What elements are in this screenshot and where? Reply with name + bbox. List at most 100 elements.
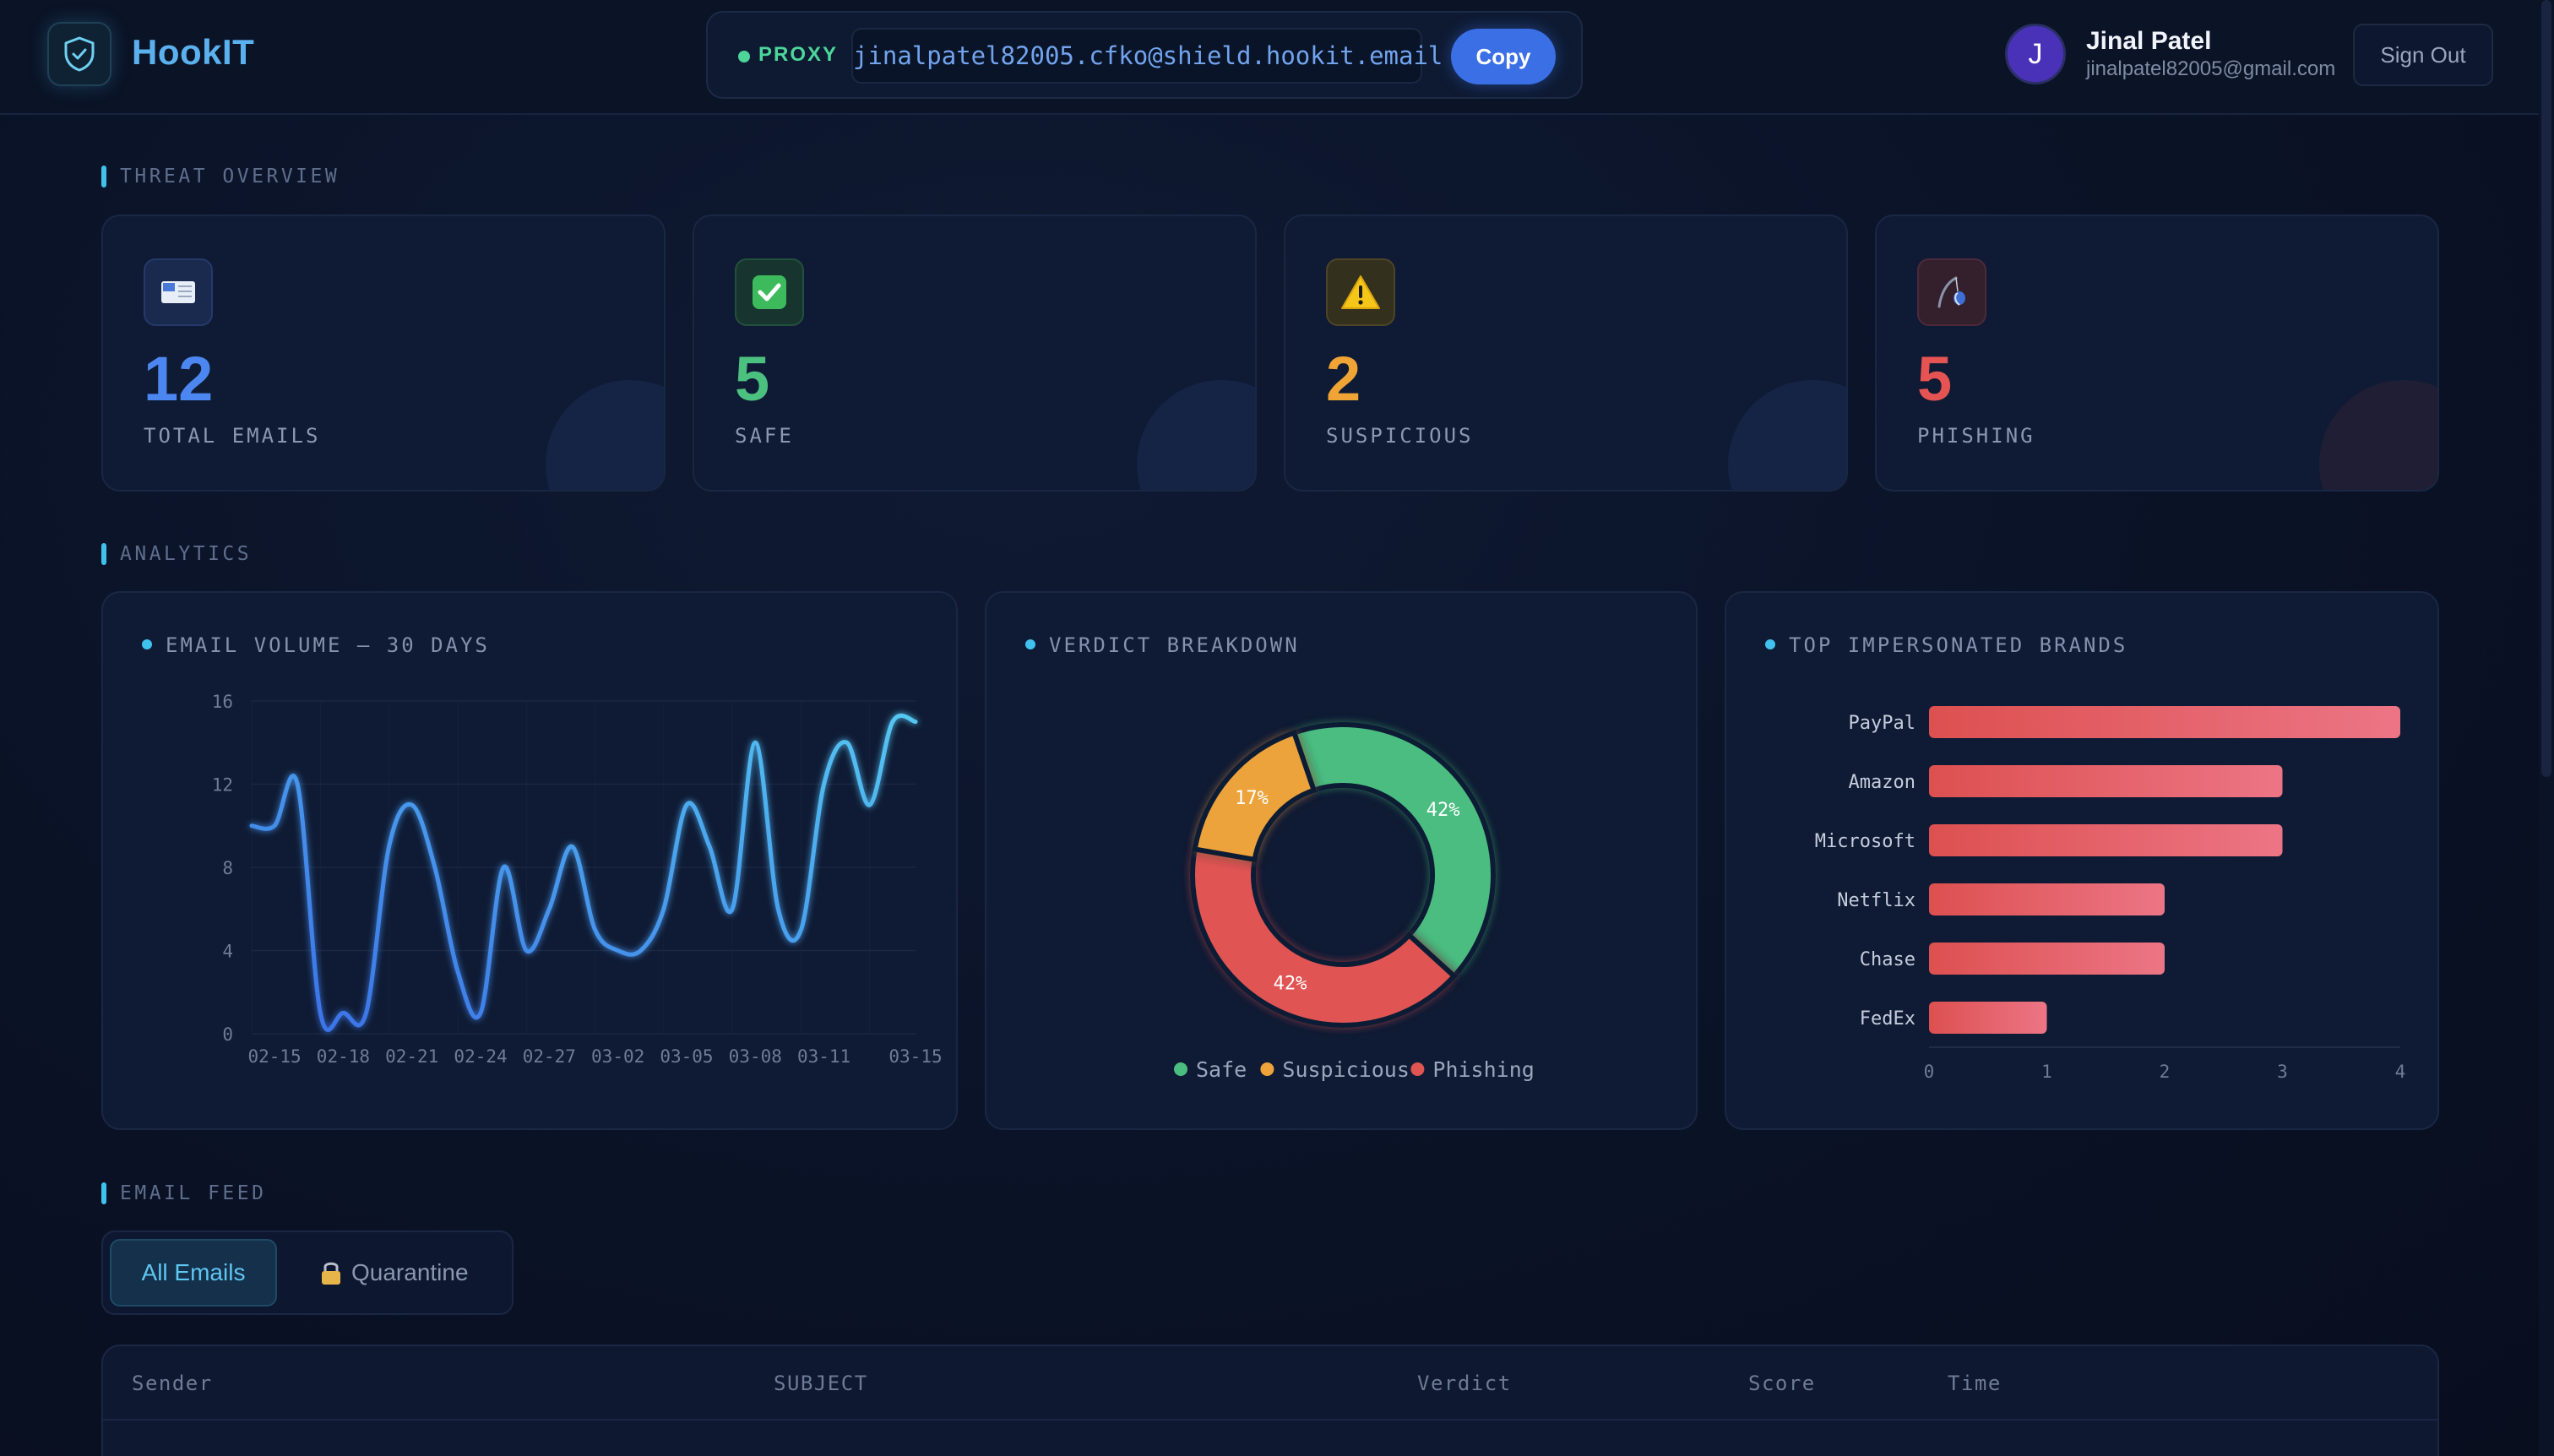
stat-value: 5 [735, 344, 770, 414]
x-tick-label: 03-05 [660, 1046, 713, 1067]
y-tick-label: 4 [222, 942, 233, 962]
y-tick-label: 8 [222, 858, 233, 878]
email-feed-table: Sender SUBJECT Verdict Score Time [101, 1345, 2439, 1456]
bar[interactable] [1929, 706, 2400, 738]
section-email-feed: EMAIL FEED [101, 1182, 266, 1204]
column-sender[interactable]: Sender [132, 1372, 213, 1395]
x-tick-label: 02-18 [317, 1046, 370, 1067]
data-point[interactable] [867, 802, 872, 807]
legend-swatch [1174, 1062, 1187, 1076]
tab-all-emails[interactable]: All Emails [110, 1239, 277, 1307]
x-tick-label: 03-08 [729, 1046, 782, 1067]
data-point[interactable] [913, 720, 918, 725]
legend-swatch [1410, 1062, 1425, 1076]
data-point[interactable] [295, 782, 300, 787]
verdict-donut-chart: 42% 42% 17% Safe Suspicious Phishing [1174, 722, 1535, 1082]
x-tick-label: 02-21 [385, 1046, 438, 1067]
chart-title: EMAIL VOLUME — 30 DAYS [142, 633, 490, 657]
y-tick-label: 12 [212, 775, 233, 796]
sign-out-button[interactable]: Sign Out [2353, 24, 2493, 86]
column-subject[interactable]: SUBJECT [774, 1372, 868, 1395]
email-volume-chart: 0 4 8 12 16 02-15 02-18 02-21 02-24 02-27 03-02 03-… [212, 692, 943, 1067]
data-point[interactable] [455, 969, 460, 974]
stat-label: TOTAL EMAILS [144, 424, 321, 448]
proxy-email-field[interactable]: jinalpatel82005.cfko@shield.hookit.email [851, 28, 1443, 84]
donut-slice[interactable] [1291, 722, 1496, 981]
impersonated-brands-card: TOP IMPERSONATED BRANDS 0 1 2 3 4 PayPal Amazo… [1725, 591, 2439, 1130]
data-point[interactable] [546, 906, 552, 911]
proxy-label: PROXY [758, 43, 839, 66]
x-tick-label: 02-27 [523, 1046, 576, 1067]
data-point[interactable] [478, 1010, 483, 1015]
slice-label: 17% [1235, 788, 1269, 809]
shield-check-icon [64, 36, 95, 72]
data-point[interactable] [822, 782, 827, 787]
scrollbar-thumb[interactable] [2541, 0, 2551, 777]
data-point[interactable] [340, 1010, 345, 1015]
data-point[interactable] [387, 844, 392, 849]
data-point[interactable] [410, 802, 415, 807]
stat-label: SAFE [735, 424, 794, 448]
legend-swatch [1260, 1062, 1274, 1076]
section-threat-overview: THREAT OVERVIEW [101, 166, 340, 187]
data-point[interactable] [616, 948, 621, 953]
legend-label: Suspicious [1282, 1057, 1410, 1082]
data-point[interactable] [432, 865, 437, 870]
data-point[interactable] [364, 1010, 369, 1015]
bar[interactable] [1929, 943, 2165, 975]
data-point[interactable] [845, 740, 850, 745]
data-point[interactable] [569, 844, 574, 849]
data-point[interactable] [524, 948, 529, 953]
column-verdict[interactable]: Verdict [1417, 1372, 1512, 1395]
stat-card-total: 12 TOTAL EMAILS [101, 215, 666, 492]
top-header: HookIT PROXY jinalpatel82005.cfko@shield… [0, 0, 2554, 115]
bar[interactable] [1929, 883, 2165, 915]
bar[interactable] [1929, 765, 2283, 797]
app-name: HookIT [132, 32, 255, 72]
x-tick-label: 02-15 [247, 1046, 301, 1067]
data-point[interactable] [730, 906, 735, 911]
series-line [249, 713, 918, 1032]
bar[interactable] [1929, 824, 2283, 856]
x-tick-label: 3 [2277, 1062, 2288, 1082]
feed-tabs: All Emails Quarantine [101, 1231, 514, 1315]
proxy-status-dot [738, 51, 750, 62]
category-label: Netflix [1837, 890, 1916, 911]
data-point[interactable] [890, 720, 895, 725]
donut-slice[interactable] [1190, 845, 1458, 1028]
data-point[interactable] [661, 906, 666, 911]
warning-icon [1326, 258, 1395, 326]
check-icon [735, 258, 804, 326]
data-point[interactable] [249, 823, 254, 829]
data-point[interactable] [272, 823, 277, 829]
copy-button[interactable]: Copy [1451, 29, 1556, 84]
lock-icon [322, 1262, 340, 1285]
data-point[interactable] [638, 948, 644, 953]
chart-title: VERDICT BREAKDOWN [1025, 633, 1300, 657]
category-label: FedEx [1860, 1008, 1916, 1030]
card-decoration [1728, 380, 1846, 490]
data-point[interactable] [501, 865, 506, 870]
email-volume-card: EMAIL VOLUME — 30 DAYS 0 4 8 12 16 02-15 02-18… [101, 591, 958, 1130]
tab-quarantine-label: Quarantine [351, 1259, 469, 1285]
data-point[interactable] [318, 1010, 323, 1015]
data-point[interactable] [775, 906, 780, 911]
data-point[interactable] [707, 844, 712, 849]
tab-quarantine[interactable]: Quarantine [319, 1239, 469, 1307]
stat-card-phishing: 5 PHISHING [1875, 215, 2439, 492]
avatar[interactable]: J [2005, 24, 2066, 84]
bar[interactable] [1929, 1002, 2047, 1034]
user-email: jinalpatel82005@gmail.com [2086, 57, 2336, 80]
column-time[interactable]: Time [1948, 1372, 2002, 1395]
data-point[interactable] [798, 927, 803, 932]
legend-label: Safe [1196, 1057, 1247, 1082]
chart-title: TOP IMPERSONATED BRANDS [1765, 633, 2127, 657]
stat-value: 12 [144, 344, 214, 414]
data-point[interactable] [593, 927, 598, 932]
proxy-address-bar: PROXY jinalpatel82005.cfko@shield.hookit… [706, 11, 1583, 99]
data-point[interactable] [753, 740, 758, 745]
donut-slice[interactable] [1192, 729, 1318, 863]
column-score[interactable]: Score [1748, 1372, 1816, 1395]
section-analytics: ANALYTICS [101, 543, 252, 565]
data-point[interactable] [684, 802, 689, 807]
